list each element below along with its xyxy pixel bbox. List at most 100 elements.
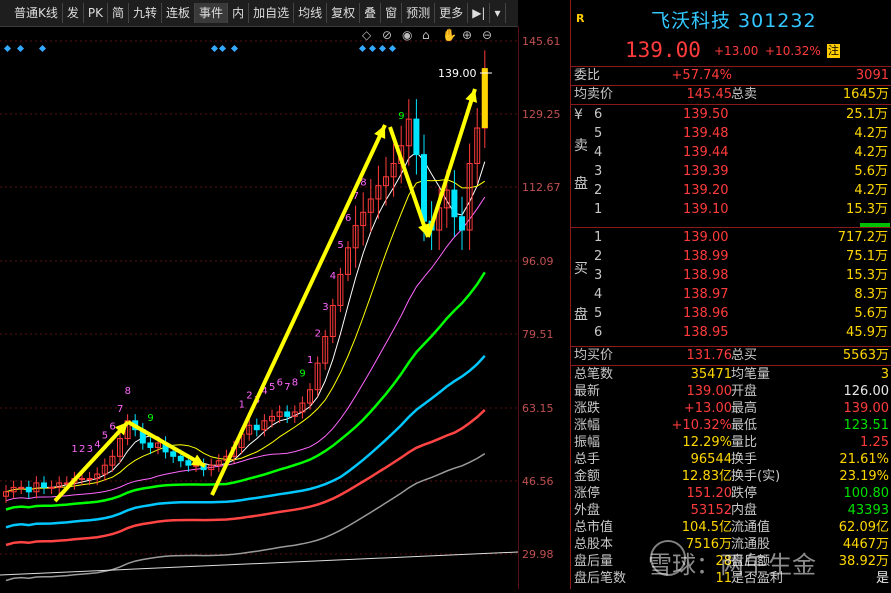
candle-body — [337, 273, 344, 306]
stat-label-2: 均笔量 — [731, 367, 771, 382]
sell-level-row[interactable]: 6 139.50 25.1万 — [571, 105, 891, 124]
level-num: 4 — [594, 145, 603, 160]
stat-row: 振幅 12.29% 量比 1.25 — [571, 434, 891, 451]
stat-label: 涨停 — [574, 486, 601, 501]
stat-row: 总市值 104.5亿 流通值 62.09亿 — [571, 519, 891, 536]
book-ratio-bar — [860, 223, 890, 227]
td-sequence-number: 3 — [87, 444, 93, 455]
buy-level-row[interactable]: 2 138.99 75.1万 — [571, 247, 891, 266]
toolbar-item-8[interactable]: 加自选 — [249, 3, 295, 23]
td-sequence-number: 5 — [102, 431, 108, 442]
registration-flag: 注 — [827, 44, 840, 58]
sell-level-row[interactable]: 4 139.44 4.2万 — [571, 143, 891, 162]
watermark-logo — [650, 540, 686, 576]
toolbar-item-10[interactable]: 复权 — [327, 3, 361, 23]
sell-level-row[interactable]: 1 139.10 15.3万 — [571, 200, 891, 219]
td-sequence-number: 5 — [269, 382, 275, 393]
price-axis: 145.61 129.25 112.67 96.09 79.51 63.15 46.56 29… — [518, 27, 571, 589]
level-volume: 5.6万 — [854, 306, 888, 321]
event-marker-icon — [16, 44, 25, 53]
candle-body — [299, 402, 306, 413]
toolbar-item-14[interactable]: 更多 — [435, 3, 469, 23]
stat-label: 总市值 — [574, 520, 614, 535]
toolbar-item-11[interactable]: 叠 — [360, 3, 382, 23]
td-sequence-number: 2 — [315, 329, 321, 340]
buy-level-row[interactable]: 4 138.97 8.3万 — [571, 285, 891, 304]
level-volume: 5.6万 — [854, 164, 888, 179]
stat-label: 总股本 — [574, 537, 614, 552]
candle-body — [367, 198, 374, 213]
stat-value-2: 是 — [875, 571, 889, 586]
buy-level-row[interactable]: 6 138.95 45.9万 — [571, 323, 891, 342]
td-sequence-number: 9 — [147, 413, 153, 424]
event-marker-icon — [3, 44, 12, 53]
stat-value: 139.00 — [686, 384, 733, 399]
kline-chart[interactable]: ◇⊘◉⌂✋⊕⊖123456789123456789123456789139.00 — [0, 27, 519, 589]
stat-row: 涨停 151.20 跌停 100.80 — [571, 485, 891, 502]
candle-body — [261, 420, 268, 431]
level-num: 3 — [594, 268, 603, 283]
trend-arrow-head — [191, 454, 205, 466]
candle-body — [155, 442, 161, 448]
toolbar-item-12[interactable]: 窗 — [381, 3, 403, 23]
sell-level-row[interactable]: 3 139.39 5.6万 — [571, 162, 891, 181]
stat-label: 最新 — [574, 384, 601, 399]
stat-row: 涨幅 +10.32% 最低 123.51 — [571, 417, 891, 434]
candle-body — [117, 438, 123, 457]
toolbar-item-0[interactable]: 普通K线 — [0, 3, 63, 23]
candle-body — [443, 189, 450, 209]
toolbar-item-4[interactable]: 九转 — [129, 3, 163, 23]
ma120-line — [5, 408, 486, 547]
candle-body — [79, 477, 85, 480]
level-num: 2 — [594, 249, 603, 264]
avg-buy-row: 均买价 131.76 总买 5563万 — [571, 346, 891, 365]
toolbar-item-6[interactable]: 事件 — [195, 3, 229, 23]
toolbar-item-9[interactable]: 均线 — [294, 3, 328, 23]
sell-orderbook: 6 139.50 25.1万 5 139.48 4.2万 4 139.44 4.2万 3 139.3… — [571, 104, 891, 223]
level-volume: 75.1万 — [846, 249, 888, 264]
buy-level-row[interactable]: 5 138.96 5.6万 — [571, 304, 891, 323]
td-sequence-number: 1 — [239, 400, 245, 411]
level-price: 138.95 — [683, 325, 729, 340]
long-ma-line — [0, 551, 519, 576]
buy-level-row[interactable]: 3 138.98 15.3万 — [571, 266, 891, 285]
next-page-icon[interactable]: ▶| — [468, 3, 491, 23]
toolbar-item-7[interactable]: 内 — [228, 3, 250, 23]
candle-body — [314, 362, 321, 391]
td-sequence-number: 1 — [71, 444, 77, 455]
td-sequence-number: 8 — [292, 377, 298, 388]
toolbar-item-5[interactable]: 连板 — [162, 3, 196, 23]
td-sequence-number: 5 — [337, 240, 343, 251]
level-num: 5 — [594, 126, 603, 141]
book-divider — [571, 223, 891, 227]
toolbar-item-2[interactable]: PK — [84, 3, 108, 23]
stock-title[interactable]: 飞沃科技 301232 — [651, 10, 817, 32]
sell-side-label: 卖 — [574, 138, 588, 154]
buy-level-row[interactable]: 1 139.00 717.2万 — [571, 228, 891, 247]
level-price: 139.48 — [683, 126, 729, 141]
trend-arrow-head — [374, 125, 386, 139]
candle-body — [10, 486, 17, 493]
stat-value: 35471 — [690, 367, 732, 382]
candle-body — [56, 482, 63, 488]
stat-row: 涨跌 +13.00 最高 139.00 — [571, 400, 891, 417]
buy-side-label: 买 — [574, 261, 588, 277]
stat-row: 总手 96544 换手 21.61% — [571, 451, 891, 468]
td-sequence-number: 3 — [322, 302, 328, 313]
level-price: 139.00 — [683, 230, 729, 245]
candle-body — [474, 127, 481, 164]
toolbar-item-3[interactable]: 简 — [108, 3, 130, 23]
toolbar-item-13[interactable]: 预测 — [402, 3, 436, 23]
sell-level-row[interactable]: 5 139.48 4.2万 — [571, 124, 891, 143]
last-candle-highlight — [481, 68, 488, 129]
dropdown-icon[interactable]: ▾ — [490, 3, 506, 23]
level-volume: 4.2万 — [854, 145, 888, 160]
stat-row: 盘后笔数 11 是否盈利 是 — [571, 570, 891, 587]
sell-side-label: ¥ — [574, 107, 583, 123]
candle-body — [101, 464, 108, 475]
sell-level-row[interactable]: 2 139.20 4.2万 — [571, 181, 891, 200]
chart-tool-icon: ⊘ — [382, 28, 392, 42]
toolbar-item-1[interactable]: 发 — [63, 3, 84, 23]
td-sequence-number: 6 — [109, 422, 115, 433]
weibi-label: 委比 — [574, 68, 601, 83]
